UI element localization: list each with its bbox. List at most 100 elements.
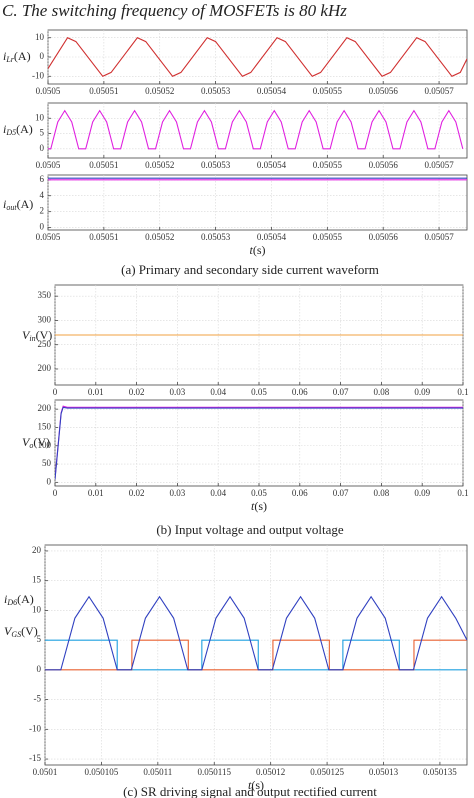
x-tick-label: 0.1 xyxy=(457,387,468,397)
y-tick-label: 150 xyxy=(38,422,52,432)
x-axis-label-symbol: t xyxy=(251,499,255,513)
x-tick-label: 0.05011 xyxy=(143,767,172,777)
y-tick-label: 10 xyxy=(35,112,45,122)
y-tick-label: 0 xyxy=(40,222,45,232)
x-tick-label: 0.05056 xyxy=(369,86,399,96)
x-axis-label: t(s) xyxy=(249,243,265,257)
y-axis-label-sub: o xyxy=(29,441,33,450)
y-tick-label: 10 xyxy=(35,32,45,42)
y-tick-label: 100 xyxy=(38,440,52,450)
y-axis-label-sub: D6 xyxy=(6,598,17,607)
x-tick-label: 0 xyxy=(53,488,58,498)
x-tick-label: 0.050125 xyxy=(310,767,344,777)
x-tick-label: 0.05052 xyxy=(145,160,174,170)
x-tick-label: 0.08 xyxy=(374,488,390,498)
x-tick-label: 0.06 xyxy=(292,488,308,498)
x-tick-label: 0.09 xyxy=(414,387,430,397)
y-tick-label: -15 xyxy=(29,753,41,763)
x-tick-label: 0.05054 xyxy=(257,160,287,170)
x-tick-label: 0.05054 xyxy=(257,232,287,242)
y-tick-label: 0 xyxy=(37,664,42,674)
y-axis-label: iout(A) xyxy=(3,197,33,212)
x-tick-label: 0.02 xyxy=(129,488,145,498)
x-tick-label: 0.07 xyxy=(333,387,349,397)
y-axis-label-symbol: i xyxy=(3,122,6,136)
x-tick-label: 0.0505 xyxy=(36,160,61,170)
y-axis-label-symbol: V xyxy=(22,435,31,449)
y-axis-label: iLr(A) xyxy=(3,49,31,64)
x-tick-label: 0.05055 xyxy=(313,160,343,170)
x-tick-label: 0.07 xyxy=(333,488,349,498)
x-tick-label: 0.0505 xyxy=(36,86,61,96)
y-tick-label: 0 xyxy=(40,51,45,61)
y-axis-label-unit: (V) xyxy=(33,435,50,449)
series-line xyxy=(48,37,467,77)
y-tick-label: 15 xyxy=(32,575,42,585)
x-tick-label: 0.05057 xyxy=(424,86,454,96)
y-axis-label-unit: (V) xyxy=(36,328,53,342)
series-line xyxy=(45,595,467,671)
y-axis-label-sub: out xyxy=(6,203,17,212)
plot-area xyxy=(44,544,468,766)
x-tick-label: 0.0505 xyxy=(36,232,61,242)
x-tick-label: 0.05052 xyxy=(145,86,174,96)
x-tick-label: 0.05057 xyxy=(424,160,454,170)
x-tick-label: 0.01 xyxy=(88,488,104,498)
x-tick-label: 0.03 xyxy=(170,488,186,498)
plot-area xyxy=(47,29,468,85)
x-tick-label: 0.050115 xyxy=(198,767,232,777)
x-tick-label: 0.08 xyxy=(374,387,390,397)
y-axis-label-symbol: i xyxy=(3,197,6,211)
x-tick-label: 0.05053 xyxy=(201,160,231,170)
x-tick-label: 0.05012 xyxy=(256,767,285,777)
x-tick-label: 0.05055 xyxy=(313,86,343,96)
y-axis-label-sub: GS xyxy=(11,630,21,639)
x-tick-label: 0.05053 xyxy=(201,232,231,242)
x-tick-label: 0.05057 xyxy=(424,232,454,242)
y-axis-label-unit: (A) xyxy=(14,49,31,63)
y-axis-label-symbol: i xyxy=(3,49,6,63)
x-tick-label: 0.04 xyxy=(210,387,226,397)
x-tick-label: 0.04 xyxy=(210,488,226,498)
y-tick-label: -5 xyxy=(34,694,42,704)
x-tick-label: 0.05054 xyxy=(257,86,287,96)
x-tick-label: 0.05 xyxy=(251,488,267,498)
x-tick-label: 0.05053 xyxy=(201,86,231,96)
y-axis-label: Vo(V) xyxy=(22,435,50,450)
x-tick-label: 0.05056 xyxy=(369,232,399,242)
plot-area xyxy=(47,174,468,231)
x-tick-label: 0.0501 xyxy=(33,767,58,777)
series-line xyxy=(45,639,467,671)
y-axis-label-symbol: V xyxy=(4,624,13,638)
y-tick-label: 300 xyxy=(38,314,52,324)
x-tick-label: 0 xyxy=(53,387,58,397)
x-tick-label: 0.050105 xyxy=(85,767,119,777)
x-axis-label-unit: (s) xyxy=(254,499,267,513)
y-tick-label: -10 xyxy=(29,723,41,733)
x-tick-label: 0.09 xyxy=(414,488,430,498)
x-tick-label: 0.05051 xyxy=(89,160,118,170)
y-axis-label-sub: D5 xyxy=(5,128,16,137)
y-tick-label: 5 xyxy=(40,128,45,138)
y-tick-label: 10 xyxy=(32,604,42,614)
y-tick-label: 6 xyxy=(40,174,45,184)
y-axis-label-unit: (A) xyxy=(17,592,34,606)
x-axis-label-symbol: t xyxy=(249,243,253,257)
y-tick-label: 0 xyxy=(40,143,45,153)
x-axis-label: t(s) xyxy=(251,499,267,513)
x-tick-label: 0.05013 xyxy=(369,767,399,777)
x-tick-label: 0.05051 xyxy=(89,232,118,242)
y-tick-label: 0 xyxy=(47,476,52,486)
y-tick-label: 250 xyxy=(38,339,52,349)
x-axis-label-symbol: t xyxy=(248,778,252,792)
caption: (a) Primary and secondary side current w… xyxy=(121,262,379,277)
x-axis-label: t(s) xyxy=(248,778,264,792)
y-tick-label: 5 xyxy=(37,634,42,644)
y-tick-label: 350 xyxy=(38,290,52,300)
y-tick-label: 200 xyxy=(38,403,52,413)
x-tick-label: 0.05 xyxy=(251,387,267,397)
caption: (c) SR driving signal and output rectifi… xyxy=(123,784,377,798)
series-line xyxy=(55,406,463,480)
x-tick-label: 0.03 xyxy=(170,387,186,397)
